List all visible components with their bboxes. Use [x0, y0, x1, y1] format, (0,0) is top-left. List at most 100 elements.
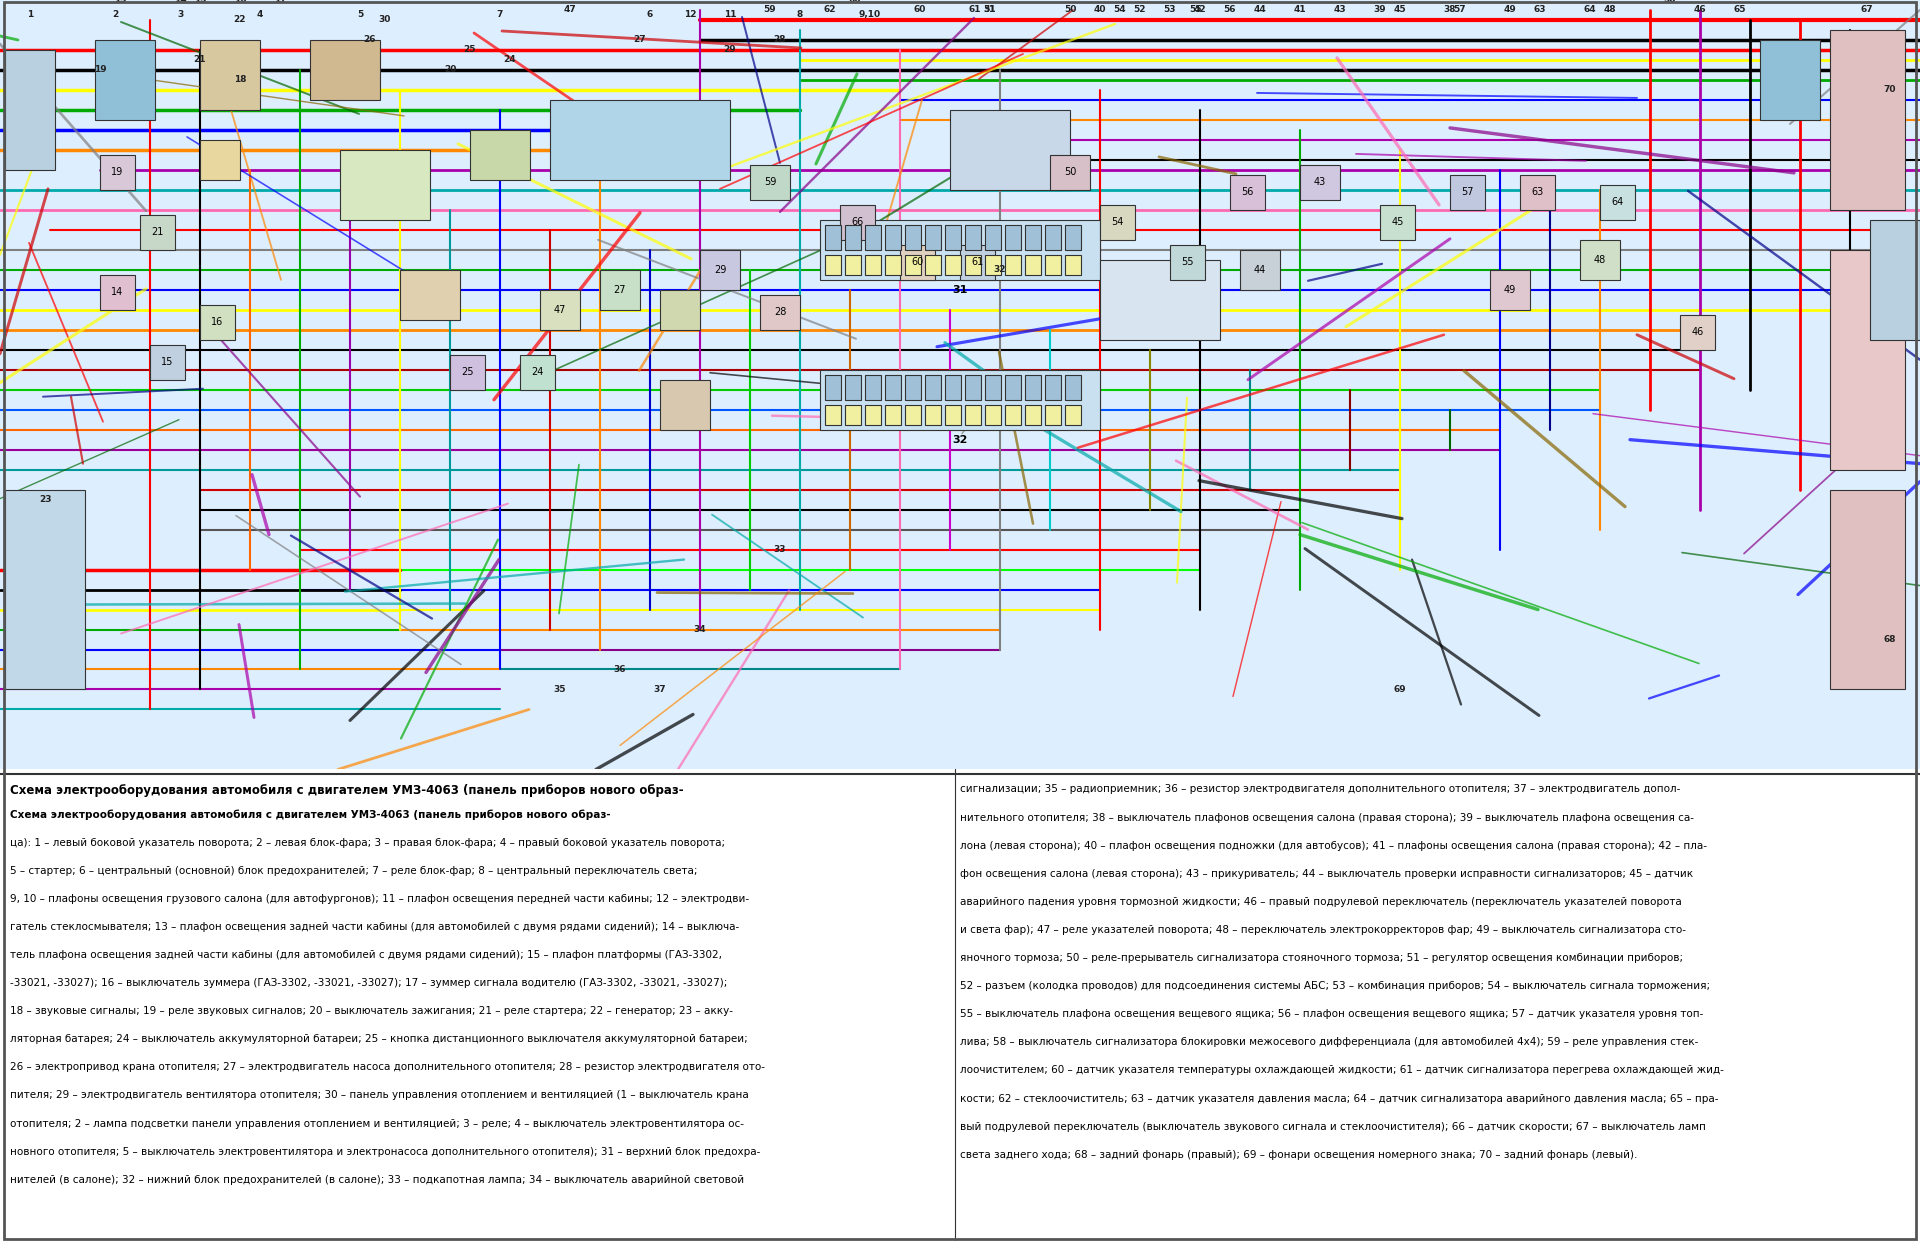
Text: 48: 48	[1594, 254, 1607, 264]
Text: 58: 58	[1665, 0, 1676, 5]
Text: яночного тормоза; 50 – реле-прерыватель сигнализатора стояночного тормоза; 51 – : яночного тормоза; 50 – реле-прерыватель …	[960, 953, 1684, 963]
Text: 18: 18	[234, 76, 246, 84]
Text: 46: 46	[1693, 5, 1707, 15]
Bar	[1100, 205, 1135, 240]
Text: тель плафона освещения задней части кабины (для автомобилей с двумя рядами сиден: тель плафона освещения задней части каби…	[10, 951, 722, 961]
Text: 47: 47	[564, 5, 576, 15]
Text: 3: 3	[177, 10, 182, 20]
Text: 9,10: 9,10	[858, 10, 881, 20]
Text: 29: 29	[714, 264, 726, 274]
Text: 29: 29	[724, 46, 735, 55]
Text: 42: 42	[1194, 5, 1206, 15]
Bar	[925, 225, 941, 249]
Text: 5 – стартер; 6 – центральный (основной) блок предохранителей; 7 – реле блок-фар;: 5 – стартер; 6 – центральный (основной) …	[10, 866, 697, 876]
Bar	[6, 50, 56, 170]
Bar	[945, 405, 962, 424]
Text: 44: 44	[1254, 264, 1265, 274]
Bar	[925, 405, 941, 424]
Text: 70: 70	[1859, 355, 1874, 365]
Text: 12: 12	[678, 400, 693, 410]
Text: отопителя; 2 – лампа подсветки панели управления отоплением и вентиляцией; 3 – р: отопителя; 2 – лампа подсветки панели уп…	[10, 1118, 745, 1128]
Text: Схема электрооборудования автомобиля с двигателем УМЗ-4063 (панель приборов ново: Схема электрооборудования автомобиля с д…	[10, 809, 611, 820]
Bar	[1066, 375, 1081, 400]
Text: 26: 26	[363, 36, 376, 45]
Bar	[540, 290, 580, 330]
Text: пителя; 29 – электродвигатель вентилятора отопителя; 30 – панель управления отоп: пителя; 29 – электродвигатель вентилятор…	[10, 1091, 749, 1101]
Bar	[94, 40, 156, 120]
Bar	[6, 490, 84, 690]
Text: 67: 67	[1860, 5, 1874, 15]
Bar	[925, 375, 941, 400]
Text: лива; 58 – выключатель сигнализатора блокировки межосевого дифференциала (для ав: лива; 58 – выключатель сигнализатора бло…	[960, 1037, 1699, 1047]
Text: 20: 20	[422, 290, 438, 300]
Text: 24: 24	[532, 367, 543, 377]
Text: 14: 14	[111, 287, 123, 298]
Text: нителей (в салоне); 32 – нижний блок предохранителей (в салоне); 33 – подкапотна: нителей (в салоне); 32 – нижний блок пре…	[10, 1175, 745, 1185]
Text: 35: 35	[553, 685, 566, 694]
Text: 64: 64	[1584, 5, 1596, 15]
Bar	[960, 244, 995, 279]
Text: 31: 31	[952, 284, 968, 295]
Text: 6: 6	[636, 133, 645, 146]
Bar	[866, 405, 881, 424]
Text: 51: 51	[1002, 145, 1018, 155]
Text: 3: 3	[1786, 73, 1795, 87]
Bar	[885, 375, 900, 400]
Text: 4: 4	[257, 10, 263, 20]
Text: 28: 28	[774, 308, 785, 318]
Bar	[845, 225, 860, 249]
Bar	[200, 40, 259, 110]
Bar	[1761, 40, 1820, 120]
Text: 30: 30	[378, 180, 392, 190]
Bar	[1680, 315, 1715, 350]
Bar	[966, 405, 981, 424]
Text: 22: 22	[234, 15, 246, 25]
Text: 5: 5	[340, 63, 349, 77]
Text: фон освещения салона (левая сторона); 43 – прикуриватель; 44 – выключатель прове: фон освещения салона (левая сторона); 43…	[960, 869, 1693, 879]
Text: 53: 53	[1152, 293, 1169, 307]
Text: аварийного падения уровня тормозной жидкости; 46 – правый подрулевой переключате: аварийного падения уровня тормозной жидк…	[960, 897, 1682, 907]
Text: 61: 61	[970, 5, 981, 15]
Text: 52: 52	[1133, 5, 1146, 15]
Bar	[1100, 259, 1219, 340]
Bar	[826, 254, 841, 274]
Text: 47: 47	[553, 305, 566, 315]
Text: нительного отопителя; 38 – выключатель плафонов освещения салона (правая сторона: нительного отопителя; 38 – выключатель п…	[960, 813, 1693, 823]
Bar	[1599, 185, 1636, 220]
Text: 13: 13	[113, 0, 127, 5]
Text: 21: 21	[194, 56, 205, 65]
Text: 55: 55	[1188, 5, 1202, 15]
Text: 15: 15	[194, 0, 205, 5]
Text: 2: 2	[111, 10, 119, 20]
Text: 55 – выключатель плафона освещения вещевого ящика; 56 – плафон освещения вещевог: 55 – выключатель плафона освещения вещев…	[960, 1009, 1703, 1019]
Text: 24: 24	[503, 56, 516, 65]
Bar	[885, 254, 900, 274]
Text: 34: 34	[693, 625, 707, 634]
Text: 43: 43	[1313, 177, 1327, 187]
Bar	[1231, 175, 1265, 210]
Bar	[925, 254, 941, 274]
Text: 43: 43	[1334, 5, 1346, 15]
Text: 57: 57	[1453, 5, 1467, 15]
Bar	[1066, 254, 1081, 274]
Bar	[399, 269, 461, 320]
Text: 54: 54	[1114, 5, 1127, 15]
Text: 40: 40	[1094, 5, 1106, 15]
Text: 26 – электропривод крана отопителя; 27 – электродвигатель насоса дополнительного: 26 – электропривод крана отопителя; 27 –…	[10, 1062, 764, 1072]
Bar	[1300, 165, 1340, 200]
Bar	[1004, 225, 1021, 249]
Bar	[100, 155, 134, 190]
Text: 61: 61	[972, 257, 983, 267]
Text: 52 – разъем (колодка проводов) для подсоединения системы АБС; 53 – комбинация пр: 52 – разъем (колодка проводов) для подсо…	[960, 982, 1711, 992]
Text: 11: 11	[724, 10, 735, 20]
Text: 30: 30	[378, 15, 392, 25]
Text: 59: 59	[764, 5, 776, 15]
Text: 9, 10 – плафоны освещения грузового салона (для автофургонов); 11 – плафон освещ: 9, 10 – плафоны освещения грузового сало…	[10, 894, 749, 903]
Text: 19: 19	[94, 66, 106, 74]
Bar	[1450, 175, 1484, 210]
Bar	[845, 254, 860, 274]
Bar	[1044, 225, 1062, 249]
Bar	[1004, 405, 1021, 424]
Text: 65: 65	[1734, 5, 1747, 15]
Bar	[900, 244, 935, 279]
